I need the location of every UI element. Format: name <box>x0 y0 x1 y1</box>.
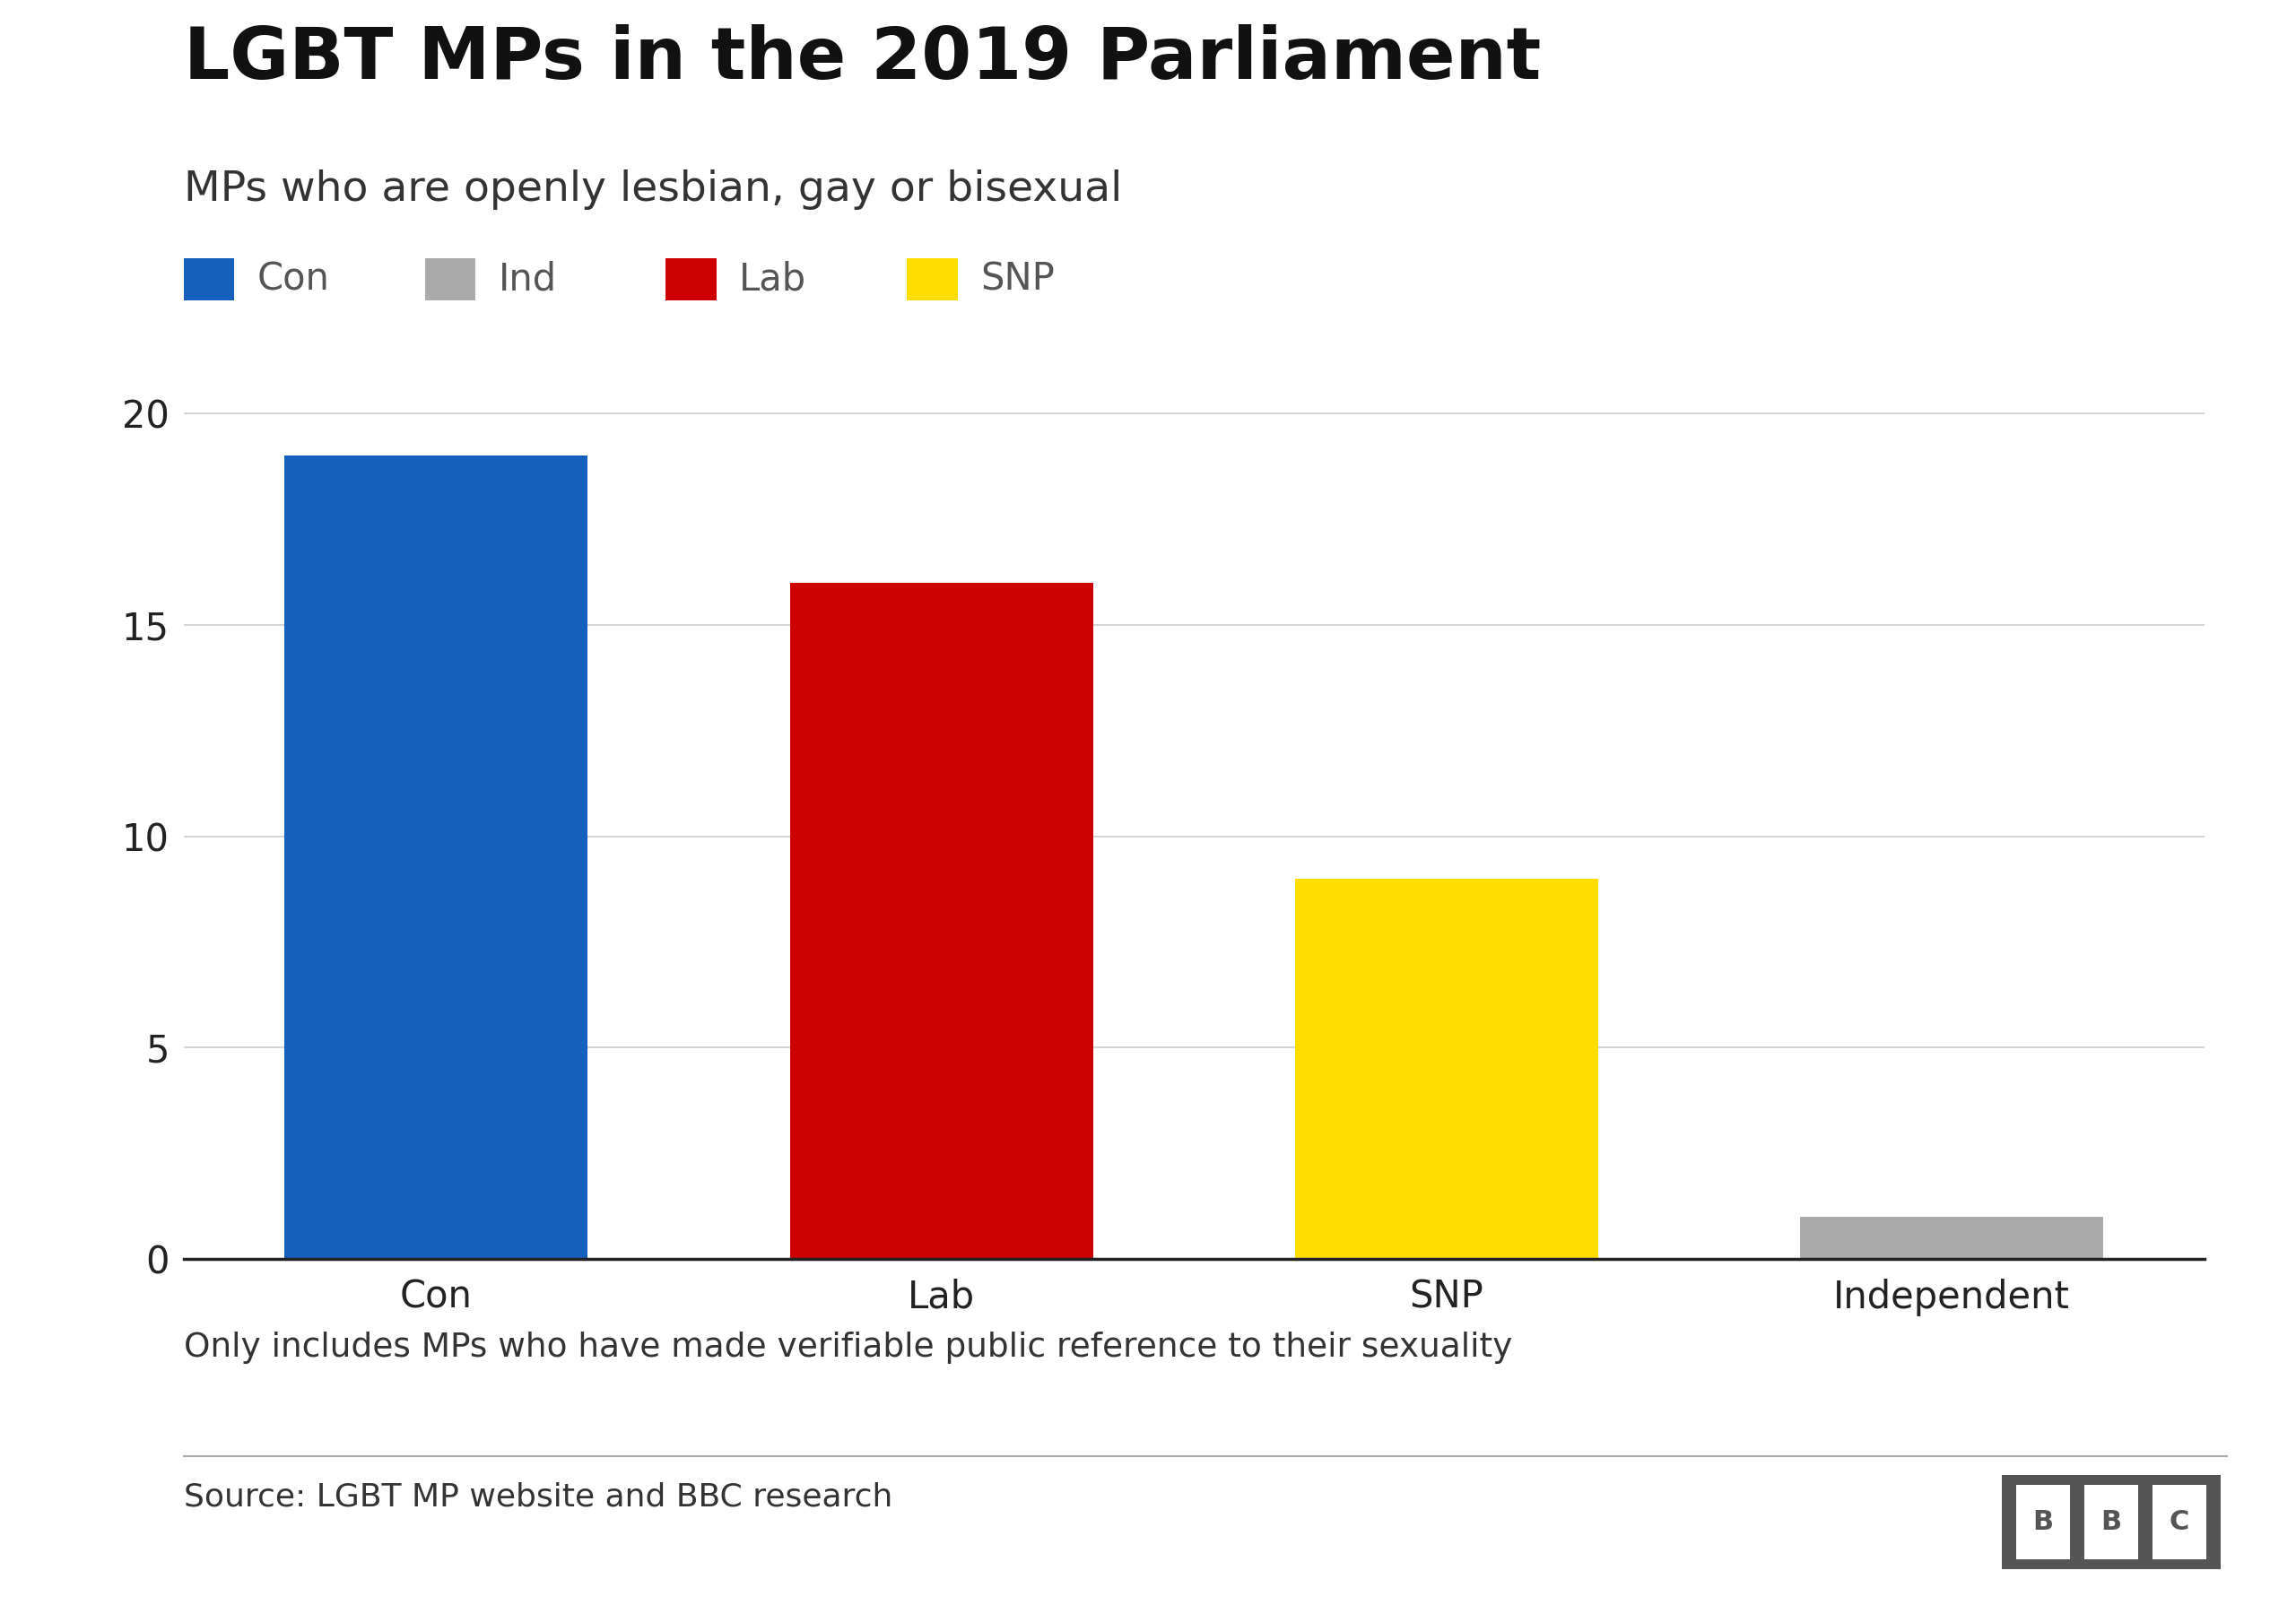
Text: Source: LGBT MP website and BBC research: Source: LGBT MP website and BBC research <box>184 1482 893 1512</box>
Text: Only includes MPs who have made verifiable public reference to their sexuality: Only includes MPs who have made verifiab… <box>184 1332 1513 1364</box>
Text: B: B <box>2101 1509 2122 1535</box>
Text: Lab: Lab <box>739 260 806 299</box>
Text: C: C <box>2170 1509 2190 1535</box>
Bar <box>1295 878 1598 1259</box>
Text: Con: Con <box>257 260 331 299</box>
Bar <box>790 583 1093 1259</box>
Text: LGBT MPs in the 2019 Parliament: LGBT MPs in the 2019 Parliament <box>184 24 1541 94</box>
Text: SNP: SNP <box>980 260 1054 299</box>
Text: MPs who are openly lesbian, gay or bisexual: MPs who are openly lesbian, gay or bisex… <box>184 169 1123 210</box>
Bar <box>285 455 588 1259</box>
Text: Ind: Ind <box>498 260 556 299</box>
Bar <box>1800 1217 2103 1259</box>
Text: B: B <box>2032 1509 2053 1535</box>
